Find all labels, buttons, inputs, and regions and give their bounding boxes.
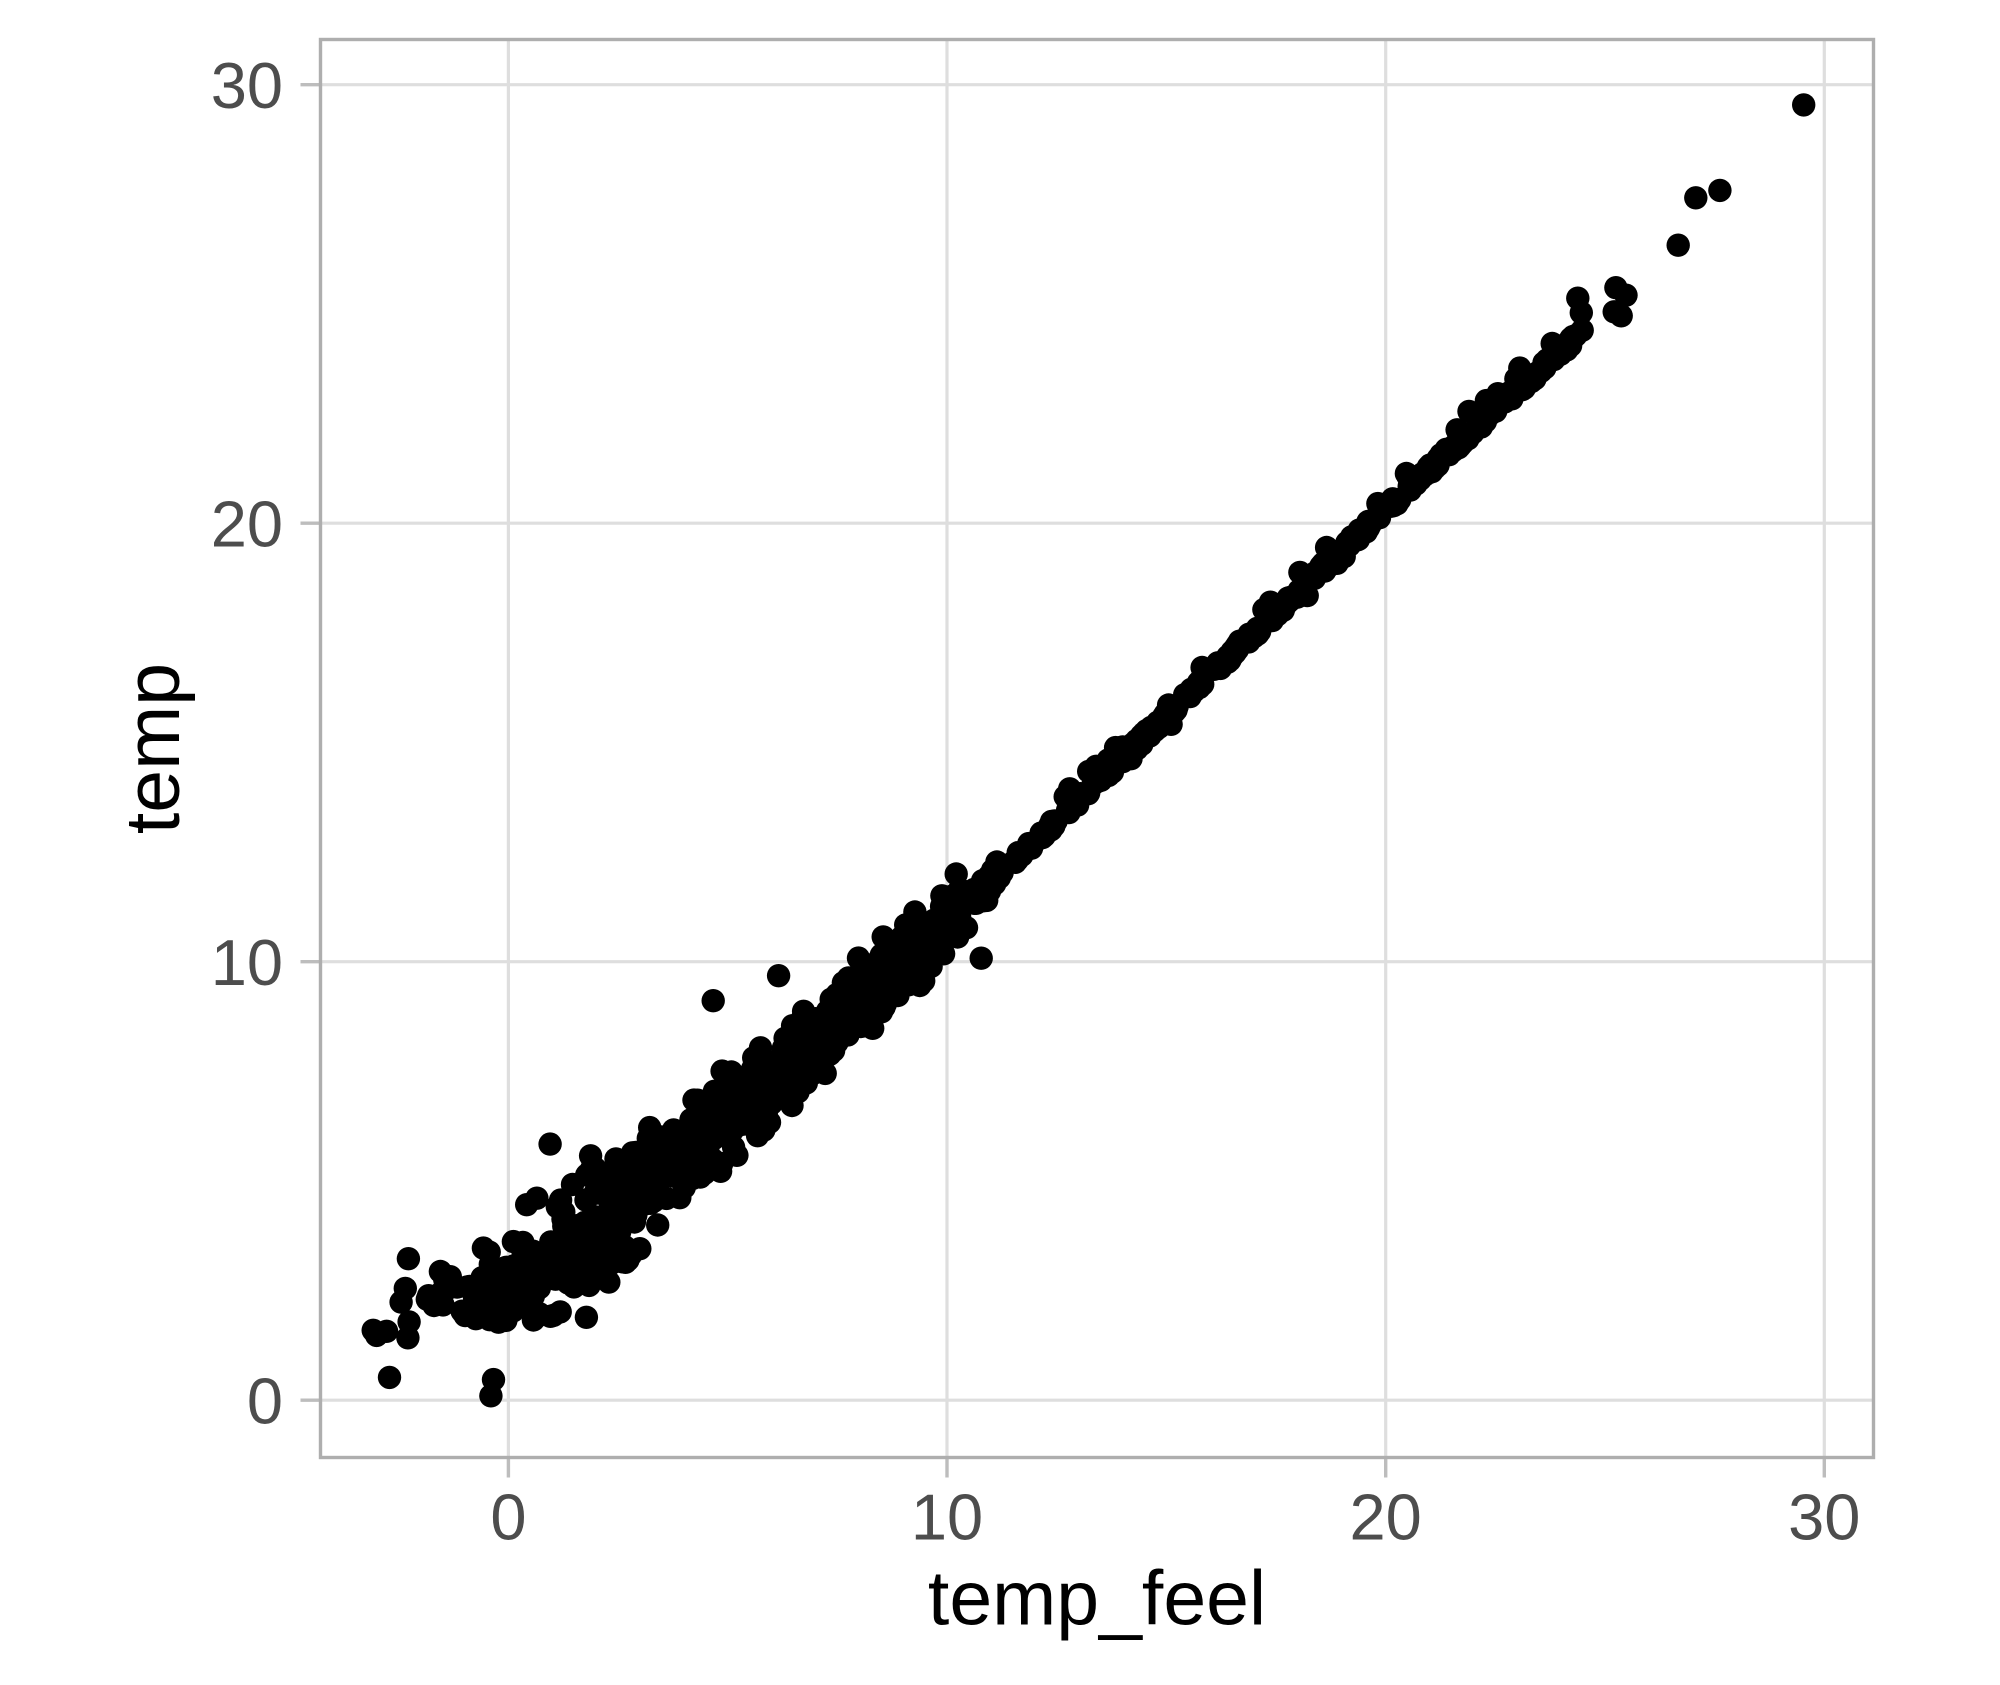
svg-text:10: 10 (211, 926, 283, 999)
svg-text:0: 0 (490, 1481, 526, 1554)
svg-text:20: 20 (211, 487, 283, 560)
svg-text:30: 30 (1788, 1481, 1860, 1554)
svg-text:temp_feel: temp_feel (928, 1556, 1266, 1642)
svg-text:30: 30 (211, 49, 283, 122)
svg-text:temp: temp (110, 663, 196, 834)
svg-text:20: 20 (1350, 1481, 1422, 1554)
svg-text:10: 10 (911, 1481, 983, 1554)
svg-text:0: 0 (247, 1364, 283, 1437)
